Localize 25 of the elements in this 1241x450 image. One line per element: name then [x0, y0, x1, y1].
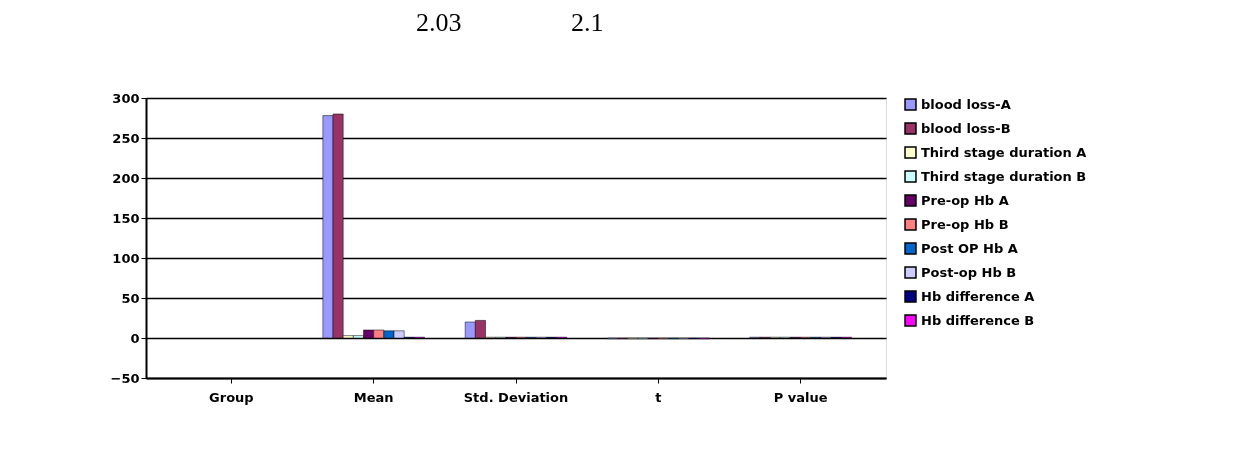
y-tick-label: 50	[121, 290, 140, 306]
legend-label: Post-op Hb B	[921, 264, 1017, 280]
legend-label: Pre-op Hb A	[921, 192, 1009, 208]
text: 2.03	[416, 8, 462, 37]
y-tick-label: −50	[110, 370, 140, 386]
y-tick-label: 0	[130, 330, 140, 346]
legend-label: Hb difference B	[921, 312, 1035, 328]
y-tick-label: 200	[112, 170, 140, 186]
x-tick-label: Std. Deviation	[463, 389, 569, 405]
legend-label: Post OP Hb A	[921, 240, 1018, 256]
y-tick-label: 150	[112, 210, 140, 226]
legend-label: blood loss-B	[921, 120, 1011, 136]
text: 2.1	[571, 8, 604, 37]
x-tick-label: P value	[773, 389, 828, 405]
x-tick-label: Group	[209, 389, 254, 405]
legend-label: Third stage duration A	[921, 144, 1087, 160]
legend-label: Hb difference A	[921, 288, 1035, 304]
legend-label: blood loss-A	[921, 96, 1011, 112]
x-tick-label: t	[655, 389, 662, 405]
y-tick-label: 300	[112, 90, 140, 106]
legend-label: Pre-op Hb B	[921, 216, 1009, 232]
legend-label: Third stage duration B	[921, 168, 1087, 184]
y-tick-label: 250	[112, 130, 140, 146]
x-tick-label: Mean	[353, 389, 394, 405]
y-tick-label: 100	[112, 250, 140, 266]
